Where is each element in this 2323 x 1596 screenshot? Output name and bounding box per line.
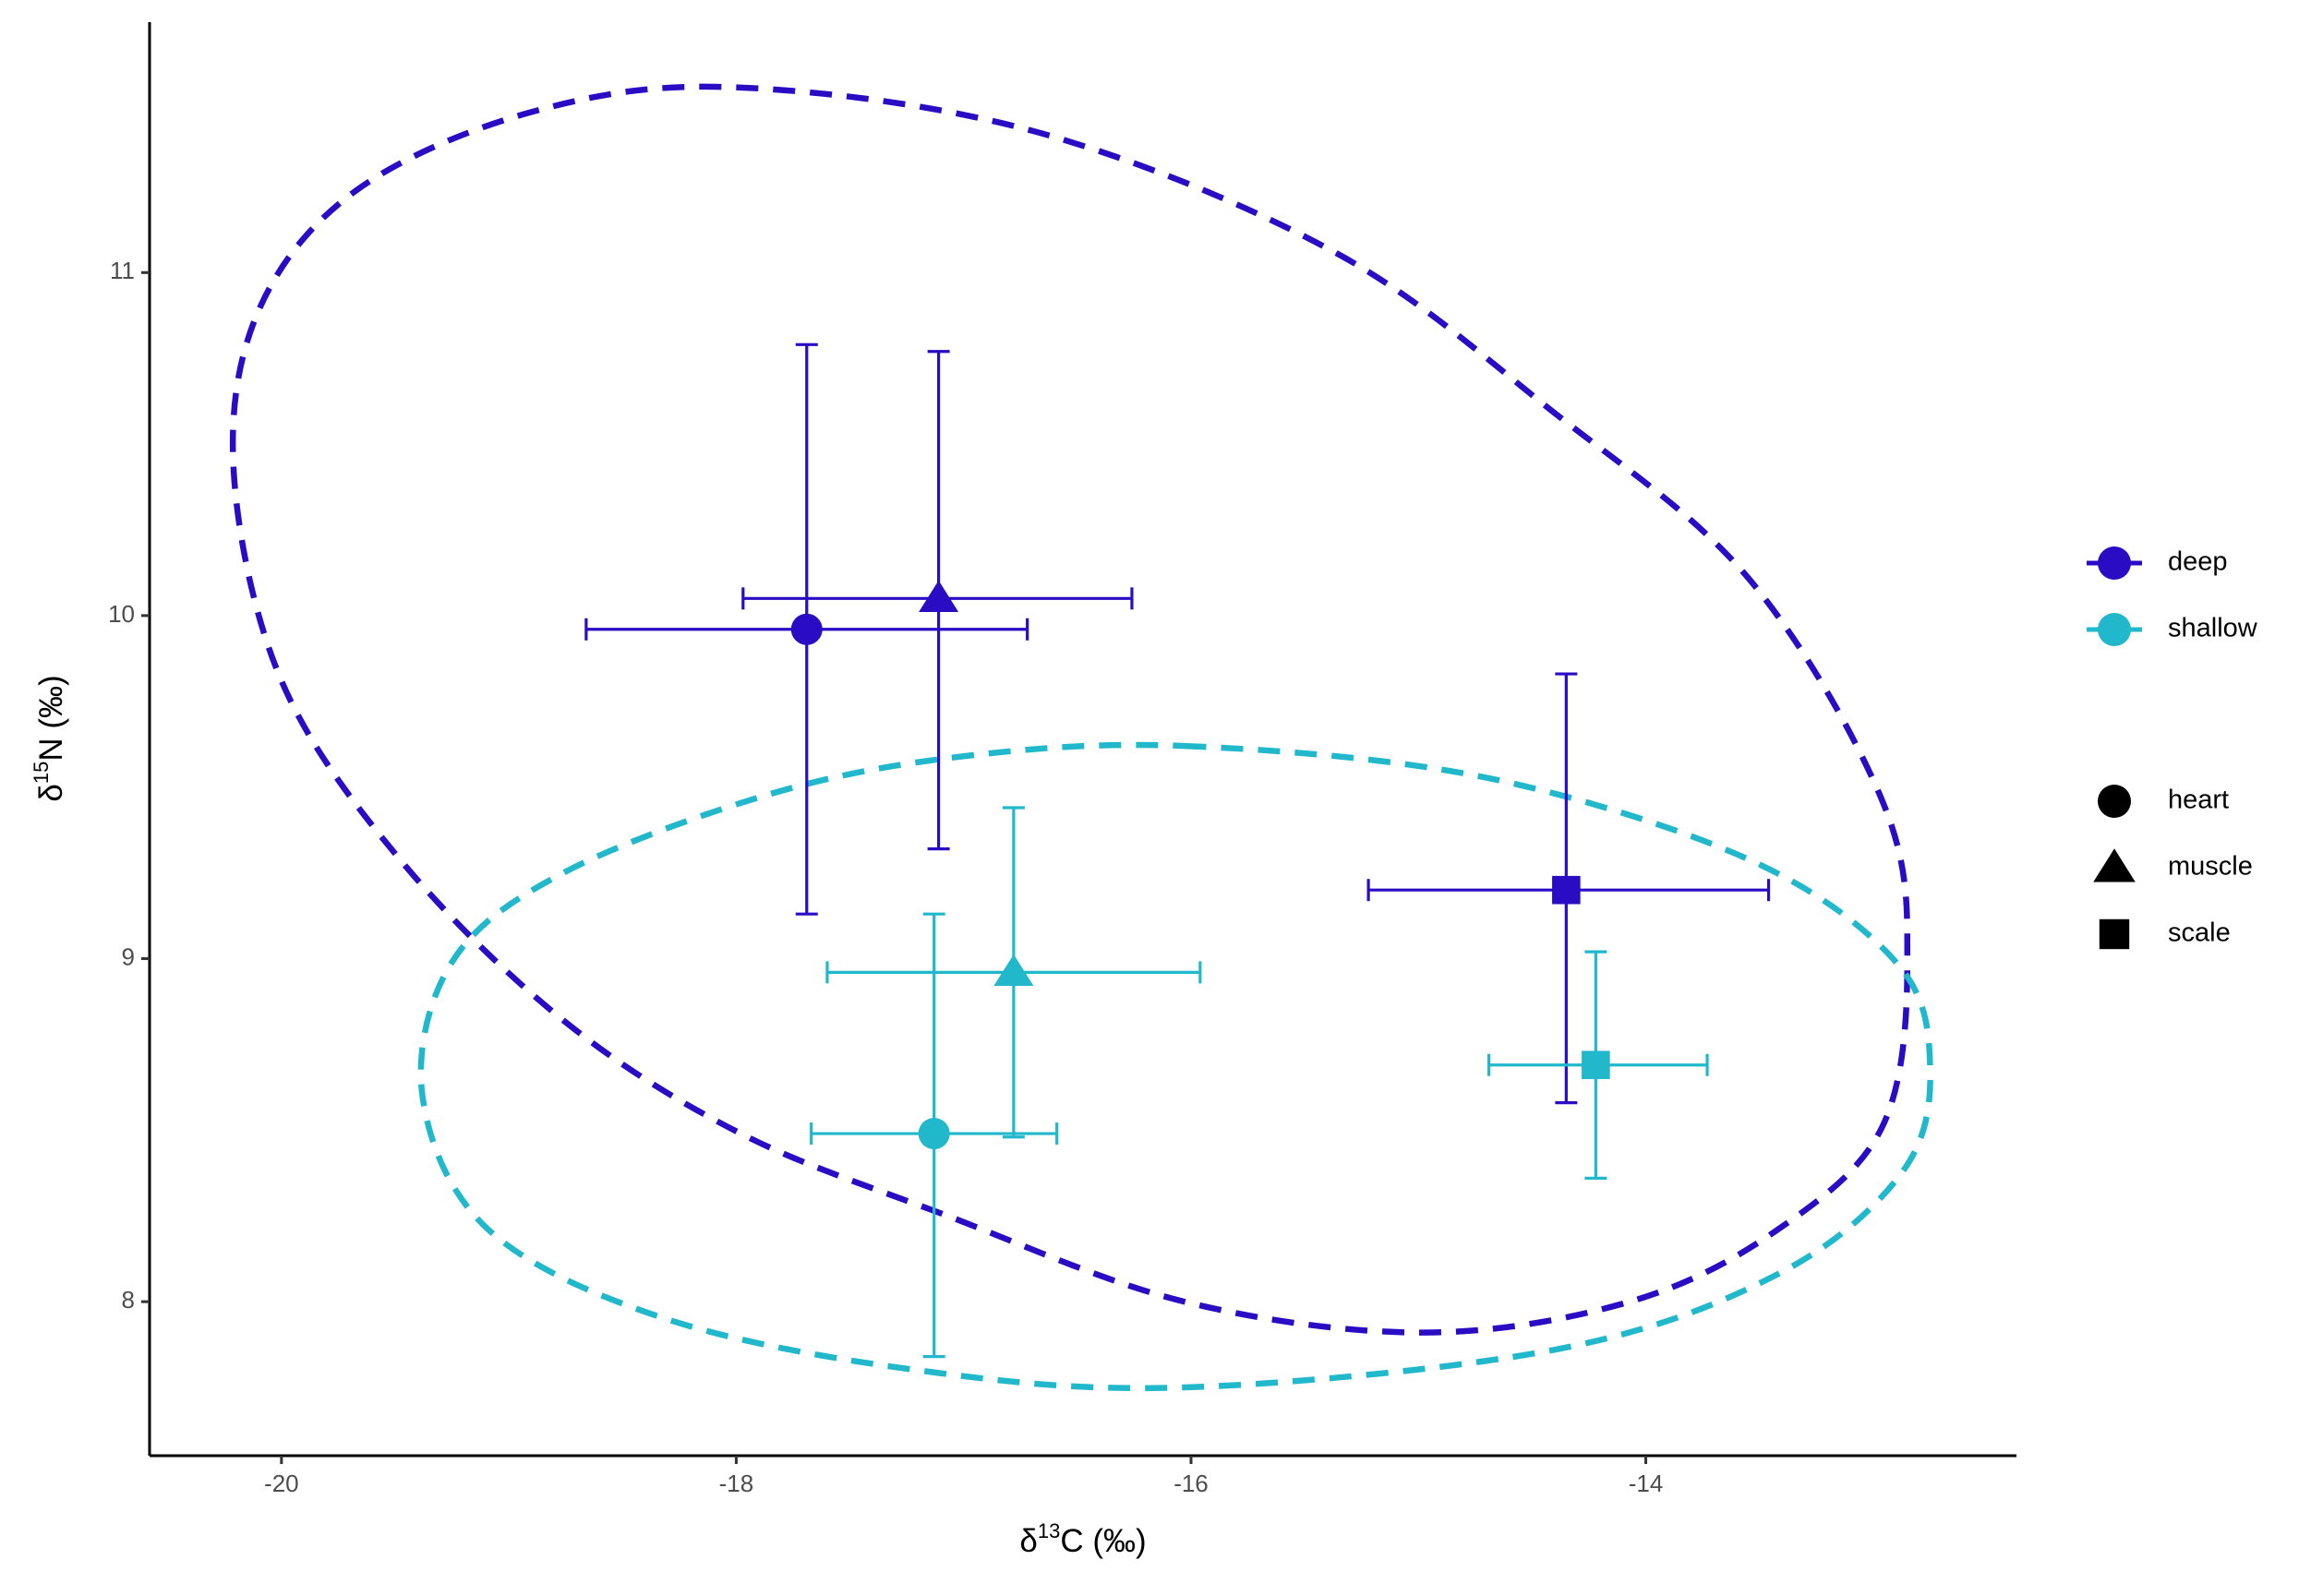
x-label-prefix: δ	[1019, 1523, 1037, 1559]
y-label-suffix: N (‰)	[33, 675, 69, 761]
point	[918, 1118, 950, 1150]
ellipse	[417, 741, 1933, 1392]
x-tick-label: -16	[1174, 1470, 1209, 1497]
legend-marker	[2098, 613, 2131, 646]
x-label-suffix: C (‰)	[1060, 1523, 1146, 1559]
x-label-sup: 13	[1038, 1519, 1060, 1542]
point	[1582, 1050, 1610, 1080]
y-tick-label: 10	[108, 600, 135, 628]
legend-label: shallow	[2168, 614, 2258, 643]
legend-marker	[2098, 546, 2131, 580]
point	[919, 580, 959, 612]
legend-label: deep	[2168, 547, 2228, 577]
y-tick-label: 9	[122, 942, 135, 970]
point	[993, 954, 1034, 987]
x-axis-label: δ13C (‰)	[1019, 1519, 1146, 1559]
legend-label: heart	[2168, 786, 2229, 815]
y-tick-label: 11	[110, 257, 135, 284]
y-axis-label: δ15N (‰)	[30, 675, 69, 801]
y-label-sup: 15	[30, 762, 53, 784]
y-tick-label: 8	[122, 1286, 135, 1314]
legend-marker	[2093, 848, 2136, 882]
x-tick-label: -20	[264, 1470, 299, 1497]
legend-marker	[2098, 785, 2131, 818]
legend-marker	[2099, 918, 2130, 950]
ellipse	[229, 83, 1911, 1336]
x-tick-label: -14	[1629, 1470, 1664, 1497]
x-tick-label: -18	[719, 1470, 754, 1497]
y-label-prefix: δ	[33, 784, 69, 801]
point	[1552, 875, 1581, 905]
legend-label: muscle	[2168, 852, 2253, 882]
legend-label: scale	[2168, 918, 2231, 948]
point	[790, 613, 823, 645]
